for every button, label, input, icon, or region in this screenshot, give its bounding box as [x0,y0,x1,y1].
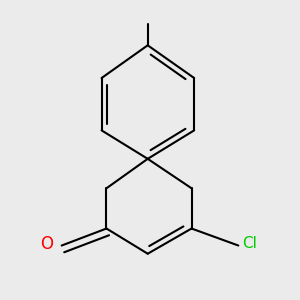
Text: Cl: Cl [242,236,257,251]
Text: O: O [40,235,53,253]
